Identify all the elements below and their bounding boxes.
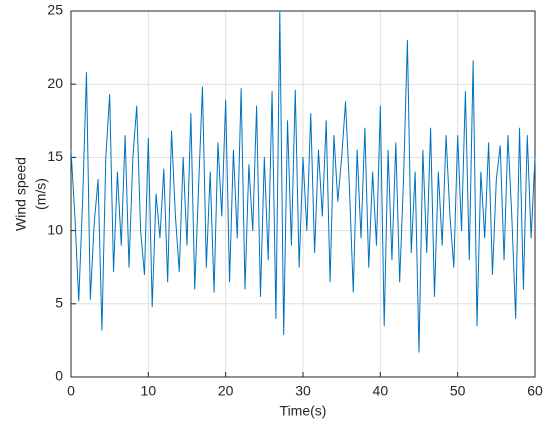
y-tick-label: 25 — [47, 2, 63, 18]
y-tick-label: 15 — [47, 148, 63, 164]
x-axis-label: Time(s) — [280, 403, 327, 419]
x-tick-label: 0 — [67, 383, 75, 399]
y-tick-label: 0 — [55, 368, 63, 384]
y-tick-label: 5 — [55, 295, 63, 311]
x-tick-label: 60 — [527, 383, 543, 399]
x-tick-label: 20 — [218, 383, 234, 399]
plot-frame — [70, 10, 536, 378]
y-axis-label: (m/s) — [33, 178, 49, 210]
x-tick-label: 50 — [450, 383, 466, 399]
y-tick-label: 10 — [47, 221, 63, 237]
y-tick-label: 20 — [47, 75, 63, 91]
data-line — [70, 10, 536, 353]
x-tick-label: 30 — [295, 383, 311, 399]
y-axis-label: Wind speed — [13, 157, 29, 231]
x-tick-label: 10 — [141, 383, 157, 399]
x-tick-label: 40 — [373, 383, 389, 399]
